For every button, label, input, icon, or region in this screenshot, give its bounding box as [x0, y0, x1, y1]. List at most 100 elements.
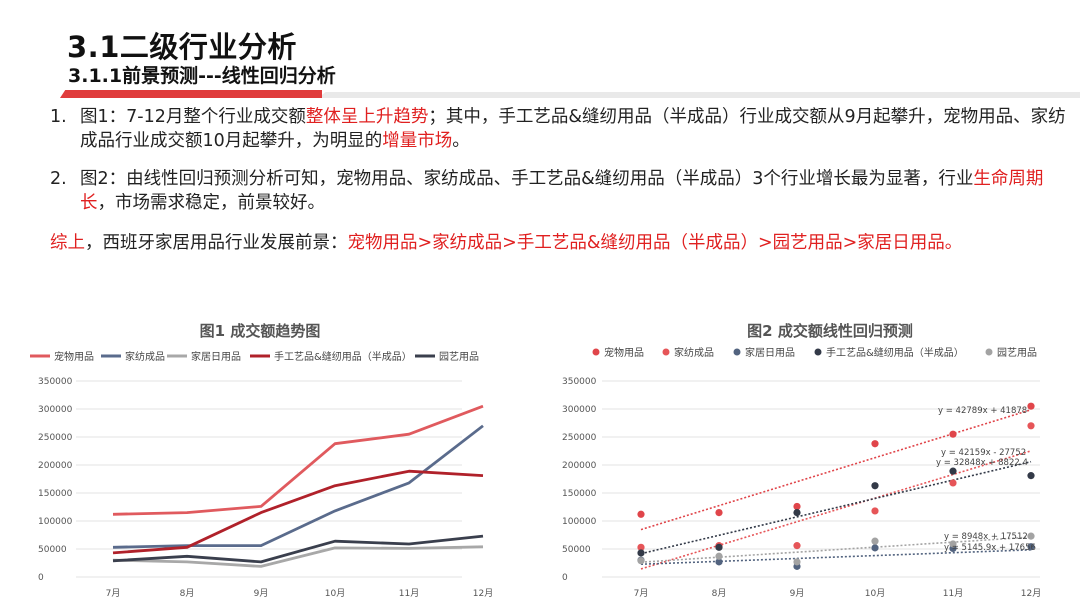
- point-text: 图1：7-12月整个行业成交额整体呈上升趋势；其中，手工艺品&缝纫用品（半成品）…: [80, 105, 1070, 153]
- x-tick-label: 10月: [325, 588, 345, 599]
- y-tick-label: 0: [38, 573, 44, 583]
- x-tick-label: 12月: [473, 588, 493, 599]
- legend-entry: 宠物用品: [54, 350, 94, 363]
- analysis-point-1: 1. 图1：7-12月整个行业成交额整体呈上升趋势；其中，手工艺品&缝纫用品（半…: [50, 105, 1070, 153]
- page-subtitle: 3.1.1前景预测---线性回归分析: [68, 65, 336, 87]
- y-tick-label: 300000: [562, 405, 597, 415]
- y-tick-label: 100000: [562, 517, 597, 527]
- x-tick-label: 11月: [399, 588, 419, 599]
- trendline: [640, 536, 1032, 563]
- y-tick-label: 50000: [38, 545, 67, 555]
- legend-dot-marker: [733, 348, 741, 356]
- highlight-run: 生命周期长: [80, 169, 1044, 213]
- data-point: [715, 543, 723, 551]
- legend-entry: 宠物用品: [604, 346, 644, 359]
- x-tick-label: 10月: [865, 588, 885, 599]
- legend-entry: 家居日用品: [745, 346, 795, 359]
- data-point: [1027, 472, 1035, 480]
- data-point: [871, 507, 879, 515]
- text-run: 图2：由线性回归预测分析可知，宠物用品、家纺成品、手工艺品&缝纫用品（半成品）3…: [80, 169, 974, 189]
- trend-equation: y = 8948x + 17512: [944, 532, 1028, 542]
- y-tick-label: 350000: [562, 377, 597, 387]
- data-point: [1027, 532, 1035, 540]
- trend-equation: y = 42159x - 27752: [941, 448, 1026, 458]
- underline-gray: [318, 92, 1080, 98]
- point-number: 2.: [50, 169, 67, 189]
- data-point: [871, 482, 879, 490]
- trend-equation: y = 42789x + 41878: [938, 406, 1027, 416]
- data-point: [871, 440, 879, 448]
- x-tick-label: 7月: [634, 588, 649, 599]
- point-number: 1.: [50, 107, 67, 127]
- data-point: [1027, 402, 1035, 410]
- trendline: [640, 409, 1032, 531]
- series-line: [112, 545, 484, 568]
- x-tick-label: 9月: [790, 588, 805, 599]
- analysis-point-2: 2. 图2：由线性回归预测分析可知，宠物用品、家纺成品、手工艺品&缝纫用品（半成…: [50, 167, 1070, 215]
- x-tick-label: 8月: [180, 588, 195, 599]
- legend-dot-marker: [592, 348, 600, 356]
- legend-entry: 家纺成品: [125, 350, 165, 363]
- summary-text: 综上，西班牙家居用品行业发展前景：宠物用品>家纺成品>手工艺品&缝纫用品（半成品…: [50, 231, 1070, 256]
- title-underline: [60, 90, 1080, 98]
- data-point: [871, 544, 879, 552]
- legend-dot-marker: [814, 348, 822, 356]
- legend-dot-marker: [662, 348, 670, 356]
- y-tick-label: 300000: [38, 405, 73, 415]
- trend-equation: y = 5145.9x + 17656: [944, 543, 1036, 553]
- text-run: ，市场需求稳定，前景较好。: [97, 193, 326, 213]
- y-tick-label: 250000: [562, 433, 597, 443]
- y-tick-label: 150000: [562, 489, 597, 499]
- text-run: 图1：7-12月整个行业成交额: [80, 107, 306, 127]
- data-point: [793, 508, 801, 517]
- data-point: [637, 549, 645, 557]
- y-tick-label: 150000: [38, 489, 73, 499]
- legend-entry: 手工艺品&缝纫用品（半成品）: [826, 346, 964, 359]
- y-tick-label: 350000: [38, 377, 73, 387]
- page-title: 3.1二级行业分析: [67, 30, 297, 64]
- underline-red: [60, 90, 322, 98]
- legend-dot-marker: [985, 348, 993, 356]
- data-point: [793, 558, 801, 566]
- data-point: [949, 479, 957, 487]
- text-run: ；其中，手工艺品&缝纫用品（半成品）行业成交额从9月起攀升，宠物用品、家纺成品行…: [80, 107, 1066, 151]
- series-line: [112, 469, 484, 555]
- data-point: [949, 540, 957, 548]
- x-tick-label: 12月: [1021, 588, 1041, 599]
- y-tick-label: 200000: [38, 461, 73, 471]
- point-text: 图2：由线性回归预测分析可知，宠物用品、家纺成品、手工艺品&缝纫用品（半成品）3…: [80, 167, 1070, 215]
- highlight-run: 综上: [50, 233, 85, 253]
- legend-entry: 家纺成品: [674, 346, 714, 359]
- legend-entry: 园艺用品: [439, 351, 479, 363]
- data-point: [637, 543, 645, 551]
- text-run: ，西班牙家居用品行业发展前景：: [85, 233, 348, 253]
- highlight-run: 增量市场: [382, 131, 453, 151]
- data-point: [637, 557, 645, 565]
- highlight-run: 宠物用品>家纺成品>手工艺品&缝纫用品（半成品）>园艺用品>家居日用品。: [347, 233, 963, 253]
- data-point: [715, 552, 723, 560]
- x-tick-label: 11月: [943, 588, 963, 599]
- data-point: [949, 467, 957, 475]
- data-point: [1027, 543, 1035, 551]
- x-tick-label: 9月: [254, 588, 269, 599]
- y-tick-label: 100000: [38, 517, 73, 527]
- trendline: [640, 460, 1032, 555]
- data-point: [871, 537, 879, 545]
- y-tick-label: 250000: [38, 433, 73, 443]
- chart2-title: 图2 成交额线性回归预测: [747, 322, 913, 340]
- legend-entry: 手工艺品&缝纫用品（半成品）: [274, 350, 412, 363]
- y-tick-label: 0: [562, 573, 568, 583]
- data-point: [793, 542, 801, 550]
- highlight-run: 整体呈上升趋势: [305, 107, 429, 127]
- data-point: [1027, 422, 1035, 430]
- series-line: [112, 404, 484, 516]
- data-point: [637, 510, 645, 518]
- trendline: [640, 549, 1032, 566]
- data-point: [793, 502, 801, 511]
- x-tick-label: 7月: [106, 588, 121, 599]
- data-point: [715, 508, 723, 517]
- x-tick-label: 8月: [712, 588, 727, 599]
- trend-equation: y = 32848x + 8822.4: [936, 458, 1028, 468]
- y-tick-label: 200000: [562, 461, 597, 471]
